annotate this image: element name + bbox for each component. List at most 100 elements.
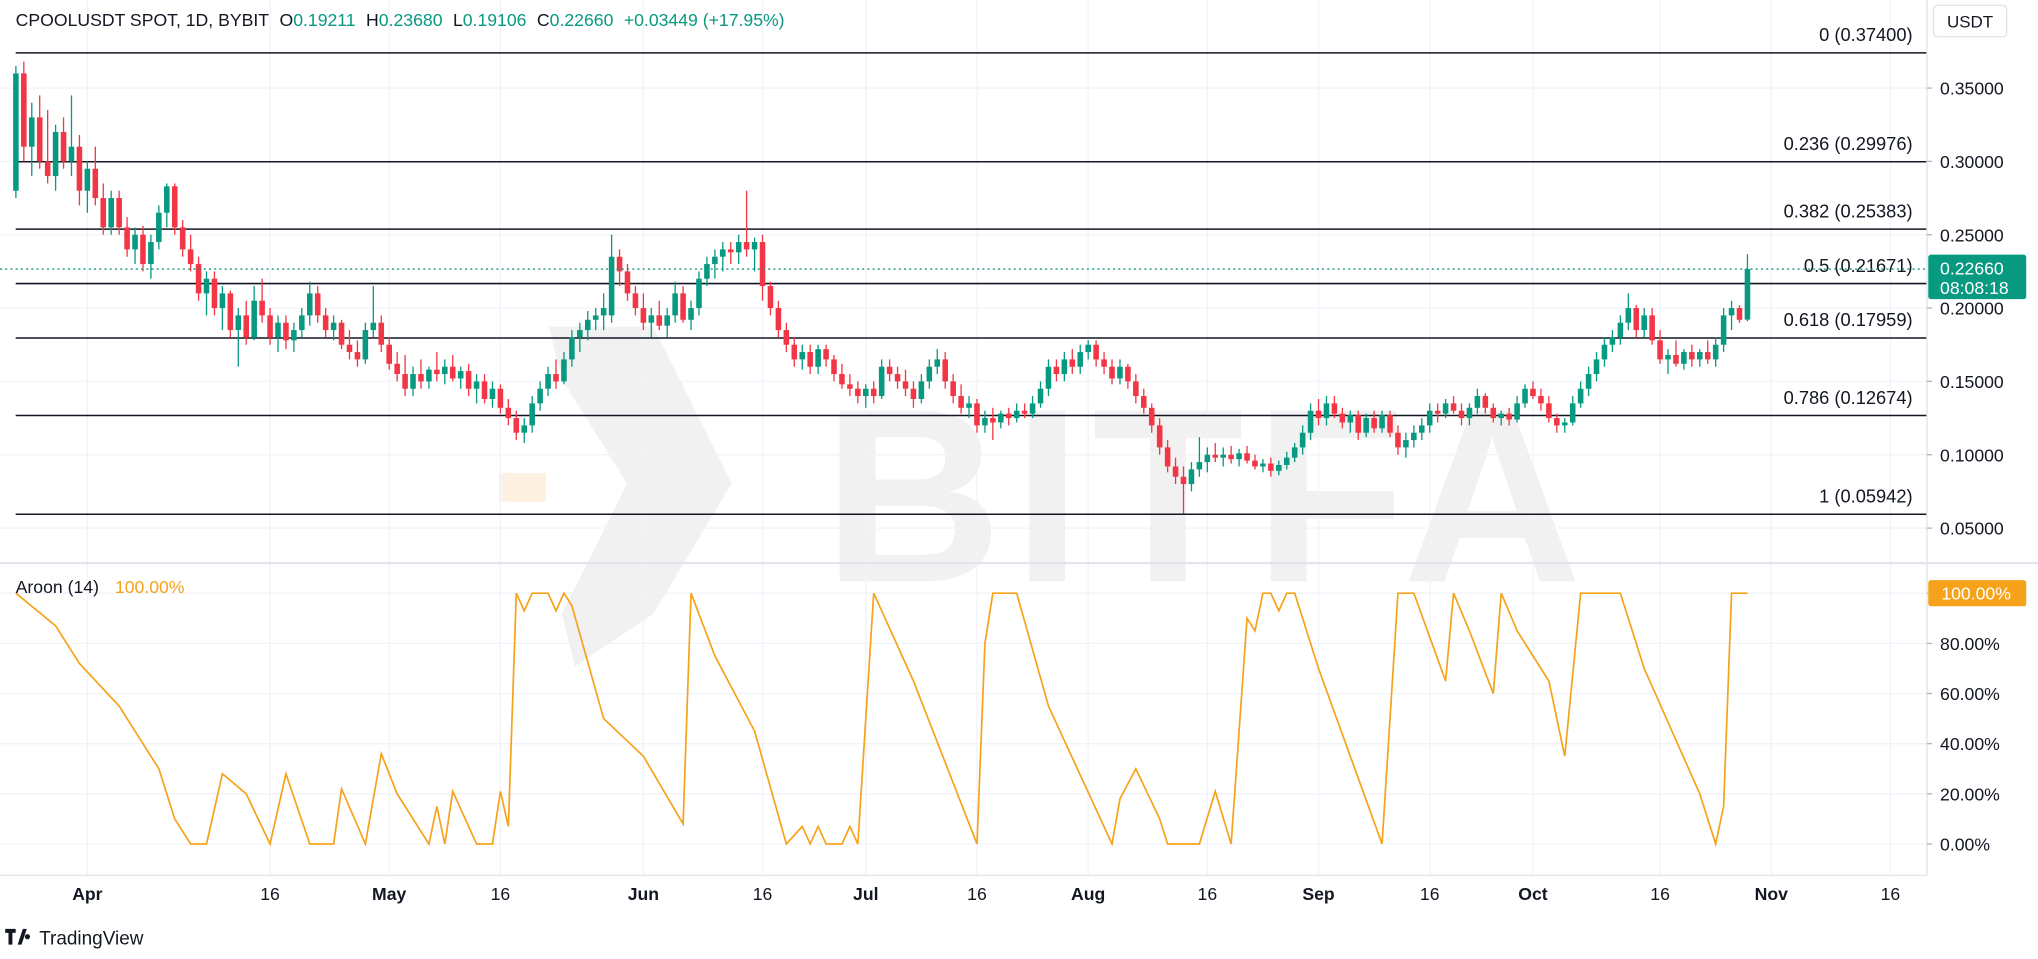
candle-body xyxy=(1426,410,1433,426)
candle-body xyxy=(1522,388,1528,404)
aroon-line xyxy=(15,591,1748,848)
candle-body xyxy=(553,374,559,382)
candle-body xyxy=(1156,425,1163,448)
candle-body xyxy=(847,384,853,389)
candle-body xyxy=(1728,308,1735,316)
y-tick-label: 20.00% xyxy=(1940,784,2000,804)
candle-body xyxy=(259,300,265,316)
grid xyxy=(0,0,1927,876)
candle-body xyxy=(465,371,472,389)
candle-body xyxy=(831,359,837,375)
candle-body xyxy=(974,403,980,426)
x-tick-label: 16 xyxy=(753,884,773,904)
candle-body xyxy=(1323,403,1330,419)
candle-body xyxy=(1347,415,1354,423)
y-tick-label: 0.00% xyxy=(1940,835,1990,855)
candle-body xyxy=(632,293,639,309)
candle-body xyxy=(950,381,956,397)
candle-body xyxy=(1474,396,1481,408)
x-tick-label: 16 xyxy=(1650,884,1670,904)
candle-body xyxy=(990,418,996,423)
candle-body xyxy=(36,117,43,162)
candle-body xyxy=(267,315,273,338)
candle-body xyxy=(823,349,829,360)
brand-name: TradingView xyxy=(39,929,144,950)
candle-body xyxy=(1514,403,1520,420)
candle-body xyxy=(1387,415,1393,433)
x-tick-label: 16 xyxy=(260,884,280,904)
candle-body xyxy=(1061,359,1068,375)
candle-body xyxy=(1307,410,1314,433)
candle-body xyxy=(1450,403,1457,411)
candle-body xyxy=(457,371,464,379)
candle-body xyxy=(1331,403,1338,414)
candle-body xyxy=(68,146,75,162)
candle-body xyxy=(1458,410,1465,419)
candle-body xyxy=(362,330,369,360)
candle-body xyxy=(1276,464,1282,471)
candle-body xyxy=(1434,410,1441,414)
candle-body xyxy=(569,337,575,360)
last-price-label: 0.22660 xyxy=(1940,258,2004,278)
candle-body xyxy=(672,293,678,316)
indicator-value-box xyxy=(1928,580,2027,607)
candle-body xyxy=(584,319,591,331)
candle-body xyxy=(1379,415,1385,429)
candle-body xyxy=(1673,354,1679,364)
candle-body xyxy=(1053,366,1060,375)
candle-body xyxy=(338,322,345,345)
candle-body xyxy=(473,381,480,389)
candle-body xyxy=(1244,453,1250,461)
candle-body xyxy=(1609,337,1616,345)
candle-body xyxy=(410,374,416,389)
x-tick-label: 16 xyxy=(491,884,511,904)
candle-body xyxy=(21,73,27,147)
candle-body xyxy=(1689,352,1695,360)
candles xyxy=(0,61,1927,514)
candle-body xyxy=(346,344,353,353)
candle-body xyxy=(1482,396,1489,408)
y-tick-label: 0.30000 xyxy=(1940,152,2004,172)
candle-body xyxy=(449,366,456,379)
x-tick-label: Apr xyxy=(72,884,102,904)
symbol: CPOOLUSDT SPOT, 1D, BYBIT xyxy=(16,10,270,30)
candle-body xyxy=(1736,308,1743,320)
candle-body xyxy=(1665,354,1671,360)
candle-body xyxy=(1649,315,1655,341)
candle-body xyxy=(839,374,845,385)
candle-body xyxy=(211,278,218,309)
candle-body xyxy=(1164,447,1171,467)
candle-body xyxy=(688,308,694,320)
candle-body xyxy=(116,198,122,228)
candle-body xyxy=(855,388,861,397)
candle-body xyxy=(998,413,1004,423)
candle-body xyxy=(1498,413,1504,419)
candle-body xyxy=(179,227,186,250)
candle-body xyxy=(680,293,686,320)
y-tick-label: 40.00% xyxy=(1940,734,2000,754)
candle-body xyxy=(434,369,440,375)
candle-body xyxy=(386,344,392,364)
last-price-box xyxy=(1928,254,2027,300)
candle-body xyxy=(108,198,114,228)
candle-body xyxy=(600,308,607,316)
candle-body xyxy=(656,315,663,326)
candle-body xyxy=(648,315,655,323)
header: CPOOLUSDT SPOT, 1D, BYBIT O0.19211 H0.2368… xyxy=(16,10,785,30)
candle-body xyxy=(616,256,623,272)
ohlc-key: H xyxy=(366,10,379,30)
candle-body xyxy=(1117,366,1123,379)
candle-body xyxy=(862,388,869,397)
currency[interactable]: USDT xyxy=(1947,12,1993,31)
candle-body xyxy=(664,315,670,326)
currency-box[interactable] xyxy=(1932,4,2008,38)
candle-body xyxy=(902,381,909,389)
candle-body xyxy=(394,363,400,375)
candle-body xyxy=(1045,366,1052,389)
candle-body xyxy=(28,117,35,147)
y-tick-label: 0.10000 xyxy=(1940,445,2004,465)
candle-body xyxy=(696,278,702,309)
candle-body xyxy=(1363,418,1369,433)
ohlc-value: 0.22660 xyxy=(550,10,614,30)
candle-body xyxy=(370,322,377,331)
